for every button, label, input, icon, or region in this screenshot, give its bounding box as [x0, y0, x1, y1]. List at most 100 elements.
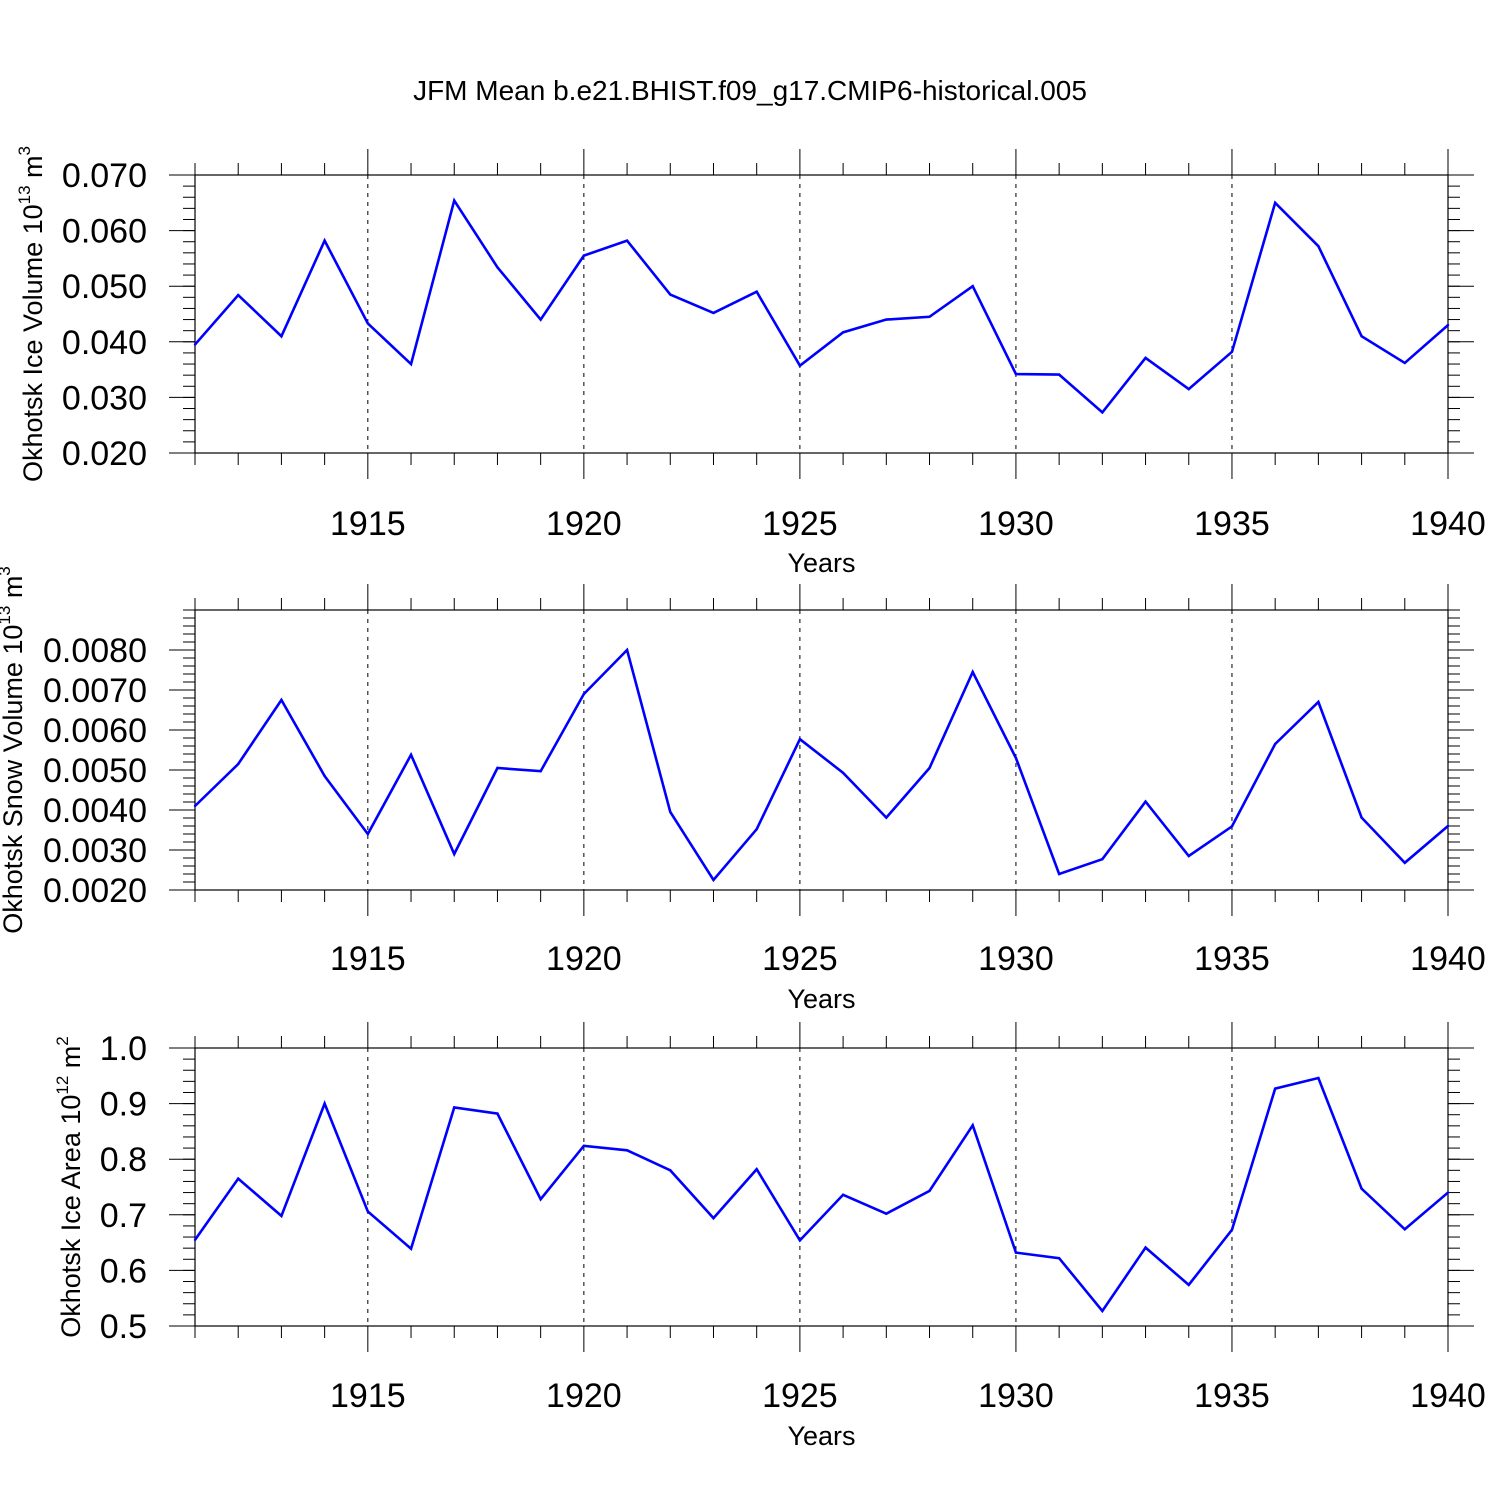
data-point	[712, 878, 715, 882]
x-tick-label: 1915	[330, 505, 406, 543]
y-axis-title-unit-exponent: 3	[15, 146, 34, 155]
data-point	[798, 364, 802, 367]
data-point	[885, 816, 888, 819]
data-point	[798, 738, 802, 741]
x-axis-title: Years	[787, 548, 855, 578]
data-point	[1317, 1076, 1320, 1080]
data-point	[1144, 1246, 1147, 1249]
x-tick-label: 1930	[978, 940, 1054, 978]
data-point	[1273, 201, 1277, 204]
data-point	[1273, 742, 1277, 746]
x-tick-label: 1920	[546, 940, 622, 978]
x-tick-label: 1940	[1410, 505, 1486, 543]
data-point	[1144, 800, 1147, 803]
plot-frame	[194, 174, 1449, 454]
x-tick-label: 1920	[546, 505, 622, 543]
data-point	[323, 1102, 326, 1105]
y-axis-title: Okhotsk Ice Volume 1013 m3	[15, 146, 48, 482]
chart-title: JFM Mean b.e21.BHIST.f09_g17.CMIP6-histo…	[413, 75, 1087, 106]
y-axis-title-exponent: 12	[53, 1076, 72, 1095]
x-tick-label: 1935	[1194, 1377, 1270, 1415]
chart-panel-1: 0.020 0.030 0.040 0.050 0.060 0.070 1915 1920 19…	[15, 146, 1486, 578]
data-point	[971, 285, 974, 288]
data-point	[582, 1144, 586, 1148]
data-point	[625, 1149, 629, 1152]
data-point	[366, 832, 370, 836]
x-tick-label: 1925	[762, 940, 838, 978]
data-point	[1317, 700, 1320, 704]
y-tick-label: 0.060	[62, 213, 147, 251]
data-point	[280, 698, 283, 702]
data-point	[280, 335, 283, 338]
y-axis-title: Okhotsk Ice Area 1012 m2	[53, 1036, 86, 1338]
data-point	[928, 766, 931, 770]
data-point	[669, 1169, 672, 1172]
data-point	[1230, 825, 1234, 828]
data-point	[496, 1112, 499, 1115]
data-point	[453, 199, 456, 202]
y-tick-label: 1.0	[100, 1030, 147, 1068]
data-point	[409, 753, 413, 756]
series-line	[194, 647, 1449, 883]
y-axis-title-unit: m	[18, 155, 48, 185]
y-axis-title-unit: m	[0, 576, 28, 606]
y-tick-label: 0.0020	[43, 872, 147, 910]
plot-frame	[194, 609, 1449, 891]
y-tick-label: 0.0080	[43, 632, 147, 670]
data-point	[1101, 1309, 1104, 1313]
data-point	[1014, 756, 1018, 760]
x-tick-label: 1915	[330, 1377, 406, 1415]
data-point	[496, 266, 499, 269]
data-point	[1187, 387, 1190, 391]
data-point	[798, 1239, 802, 1242]
y-tick-label: 0.5	[100, 1308, 147, 1346]
data-point	[453, 852, 456, 856]
data-point	[539, 318, 542, 321]
data-point	[193, 804, 197, 808]
x-tick-label: 1935	[1194, 940, 1270, 978]
data-point	[755, 290, 758, 293]
y-axis-title-base: Okhotsk Ice Volume 10	[18, 204, 48, 482]
data-point	[237, 1177, 240, 1180]
data-point	[1446, 824, 1450, 828]
data-point	[193, 1238, 197, 1242]
data-point	[1446, 1191, 1450, 1194]
plot-frame	[194, 1047, 1449, 1327]
y-tick-label: 0.070	[62, 157, 147, 195]
data-point	[1057, 373, 1061, 376]
data-point	[453, 1106, 456, 1109]
y-axis-title-unit: m	[56, 1046, 86, 1076]
y-tick-label: 0.0030	[43, 832, 147, 870]
data-point	[712, 1216, 715, 1220]
chart-panels: 0.020 0.030 0.040 0.050 0.060 0.070 1915 1920 19…	[0, 146, 1486, 1451]
x-tick-label: 1935	[1194, 505, 1270, 543]
y-tick-label: 0.8	[100, 1141, 147, 1179]
data-point	[1057, 1256, 1061, 1260]
data-point	[625, 239, 629, 242]
chart-panel-3: 0.5 0.6 0.7 0.8 0.9 1.0 1915 1920 1925 1930 1935 19…	[53, 1022, 1486, 1451]
y-axis-title-exponent: 13	[15, 185, 34, 204]
y-tick-label: 0.9	[100, 1086, 147, 1124]
data-point	[1057, 872, 1061, 876]
data-point	[409, 1247, 413, 1250]
chart-panel-2: 0.00200.00300.00400.00500.00600.00700.00…	[0, 566, 1486, 1014]
data-point	[755, 1168, 758, 1171]
y-tick-label: 0.0040	[43, 792, 147, 830]
x-axis-title: Years	[787, 984, 855, 1014]
x-tick-label: 1925	[762, 505, 838, 543]
data-point	[1230, 350, 1234, 354]
data-point	[582, 254, 586, 257]
y-tick-label: 0.0070	[43, 672, 147, 710]
series-line	[194, 197, 1449, 415]
y-axis-title-base: Okhotsk Snow Volume 10	[0, 625, 28, 934]
y-axis-title-exponent: 13	[0, 606, 14, 625]
x-tick-label: 1930	[978, 505, 1054, 543]
data-point	[1360, 816, 1363, 819]
data-point	[755, 828, 758, 831]
y-axis-title: Okhotsk Snow Volume 1013 m3	[0, 566, 28, 934]
data-point	[712, 311, 715, 315]
data-point	[669, 293, 672, 296]
data-point	[1230, 1228, 1234, 1232]
data-point	[366, 1210, 370, 1213]
y-tick-label: 0.030	[62, 379, 147, 417]
